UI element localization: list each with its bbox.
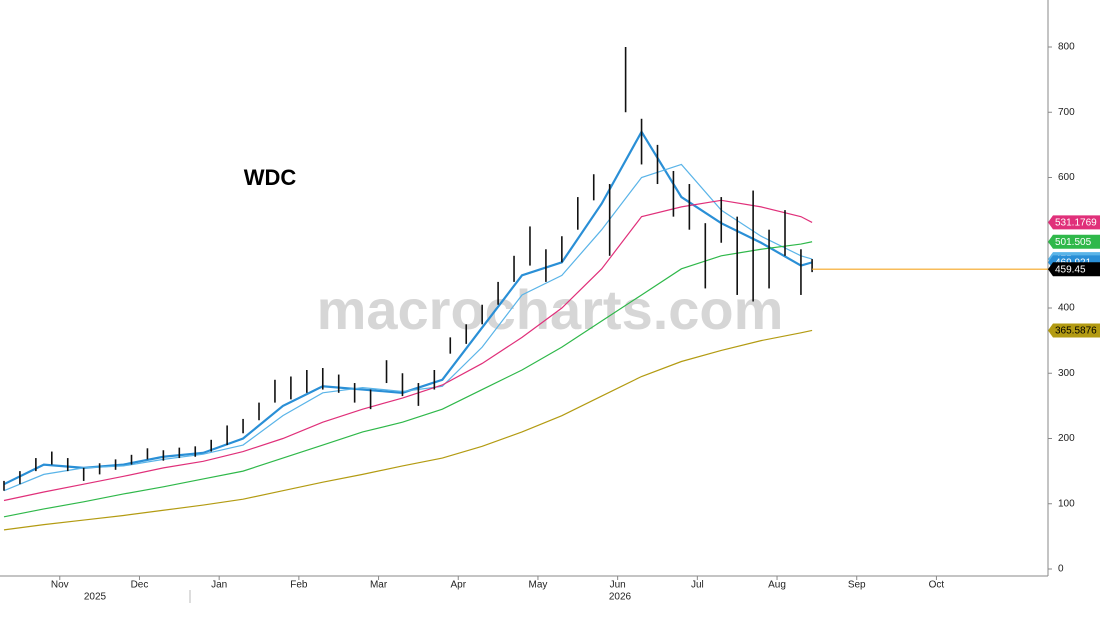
- watermark: macrocharts.com: [317, 278, 784, 341]
- value-tag: 531.1769: [1048, 215, 1100, 230]
- x-tick-label: Mar: [370, 580, 388, 591]
- x-period-label: 2026: [609, 592, 632, 603]
- y-tick-label: 800: [1058, 42, 1075, 53]
- x-tick-label: Jul: [691, 580, 704, 591]
- value-tag-shape: [1048, 323, 1100, 338]
- moving-average-line: [3, 129, 813, 486]
- y-tick-label: 100: [1058, 498, 1075, 509]
- x-tick-label: Oct: [929, 580, 945, 591]
- value-tag-label: 365.5876: [1055, 326, 1097, 337]
- value-tag-label: 459.45: [1055, 264, 1086, 275]
- x-tick-label: May: [528, 580, 547, 591]
- value-tag-shape: [1048, 262, 1100, 277]
- chart-title: WDC: [244, 165, 297, 190]
- y-tick-label: 0: [1058, 564, 1064, 575]
- y-tick-label: 200: [1058, 433, 1075, 444]
- value-tag-shape: [1048, 234, 1100, 249]
- value-tag-label: 501.505: [1055, 237, 1092, 248]
- x-tick-label: Feb: [290, 580, 308, 591]
- y-tick-label: 700: [1058, 107, 1075, 118]
- y-tick-label: 300: [1058, 368, 1075, 379]
- moving-average-line: [3, 163, 813, 492]
- value-tag: 501.505: [1048, 234, 1100, 249]
- x-tick-label: Jan: [211, 580, 227, 591]
- value-tag: 365.5876: [1048, 323, 1100, 338]
- value-tag-shape: [1048, 215, 1100, 230]
- moving-average-line: [3, 199, 813, 502]
- moving-average-line: [3, 241, 813, 518]
- x-tick-label: Jun: [610, 580, 626, 591]
- value-tag-label: 531.1769: [1055, 218, 1097, 229]
- x-tick-label: Sep: [848, 580, 866, 591]
- y-tick-label: 400: [1058, 303, 1075, 314]
- y-tick-label: 600: [1058, 172, 1075, 183]
- x-tick-label: Dec: [131, 580, 149, 591]
- value-tag: 459.45: [1048, 262, 1100, 277]
- x-tick-label: Apr: [450, 580, 466, 591]
- x-tick-label: Aug: [768, 580, 786, 591]
- moving-average-line: [3, 329, 813, 531]
- x-period-label: 2025: [84, 592, 107, 603]
- x-tick-label: Nov: [51, 580, 69, 591]
